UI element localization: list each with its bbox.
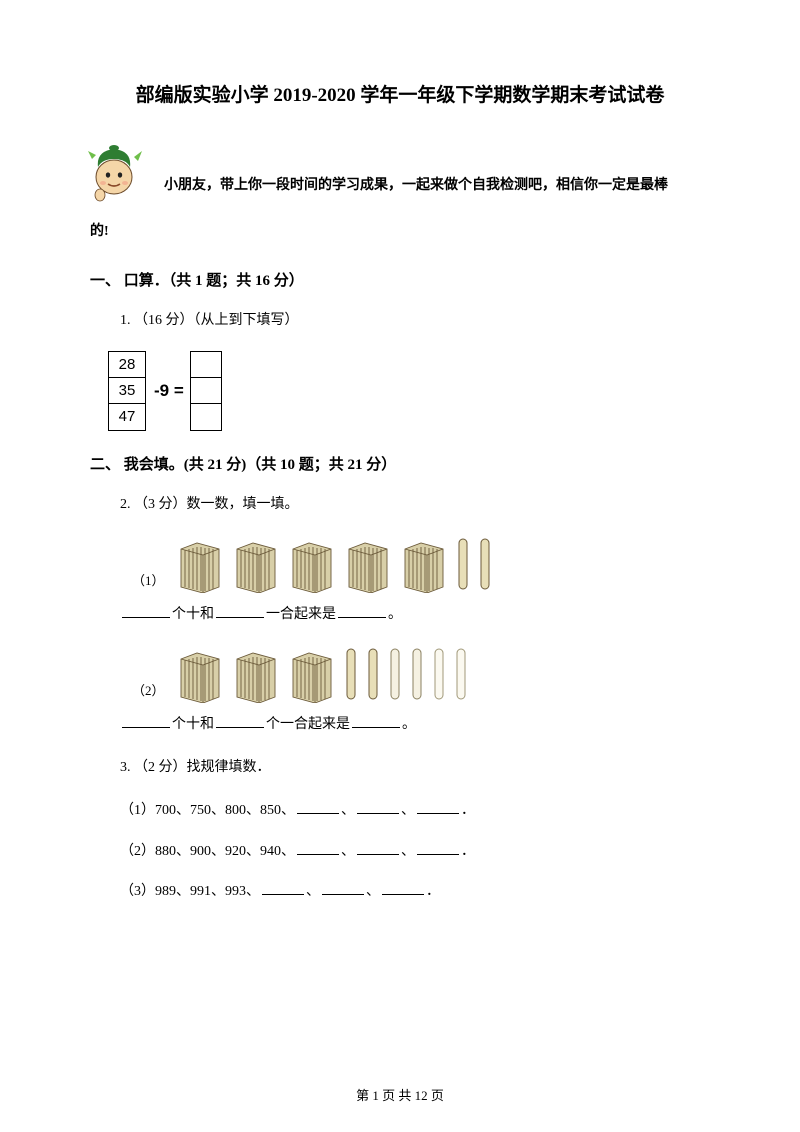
q1-left-column: 28 35 47	[108, 351, 146, 431]
fill-blank[interactable]	[297, 800, 339, 814]
stick-icon	[411, 645, 423, 703]
q3-sub3: （3）989、991、993、 、 、 ．	[120, 879, 710, 906]
stick-icon	[455, 645, 467, 703]
q2-sub1-figure: （1）	[132, 535, 710, 593]
bundle-icon	[289, 541, 335, 593]
stick-icon	[345, 645, 357, 703]
q1-blank-cell[interactable]	[191, 378, 221, 404]
mascot-icon	[86, 137, 146, 207]
stick-icon	[389, 645, 401, 703]
fill-blank[interactable]	[338, 604, 386, 618]
fill-blank[interactable]	[122, 714, 170, 728]
page-title: 部编版实验小学 2019-2020 学年一年级下学期数学期末考试试卷	[90, 80, 710, 107]
q1-operator: -9 =	[154, 381, 184, 401]
text: 、	[401, 803, 415, 818]
page-footer: 第 1 页 共 12 页	[0, 1085, 800, 1104]
stick-icon	[367, 645, 379, 703]
stick-icon	[479, 535, 491, 593]
text: 个一合起来是	[266, 717, 350, 732]
section-2-heading: 二、 我会填。(共 21 分)（共 10 题；共 21 分）	[90, 453, 710, 474]
fill-blank[interactable]	[357, 800, 399, 814]
bundle-icon	[289, 651, 335, 703]
text: 个十和	[172, 717, 214, 732]
text: 、	[341, 844, 355, 859]
q1-cell: 35	[109, 378, 145, 404]
text: 、	[401, 844, 415, 859]
q1-blank-cell[interactable]	[191, 352, 221, 378]
fill-blank[interactable]	[216, 604, 264, 618]
fill-blank[interactable]	[262, 881, 304, 895]
fill-blank[interactable]	[382, 881, 424, 895]
text: 个十和	[172, 607, 214, 622]
bundle-icon	[177, 651, 223, 703]
text: ．	[461, 803, 475, 818]
fill-blank[interactable]	[417, 800, 459, 814]
text: 、	[306, 884, 320, 899]
fill-blank[interactable]	[417, 841, 459, 855]
intro-row: 小朋友，带上你一段时间的学习成果，一起来做个自我检测吧，相信你一定是最棒	[90, 137, 710, 207]
bundle-icon	[345, 541, 391, 593]
text: 一合起来是	[266, 607, 336, 622]
q1-blank-cell[interactable]	[191, 404, 221, 430]
fill-blank[interactable]	[297, 841, 339, 855]
bundle-icon	[233, 541, 279, 593]
q1-right-column	[190, 351, 222, 431]
q1-cell: 47	[109, 404, 145, 430]
intro-text-1: 小朋友，带上你一段时间的学习成果，一起来做个自我检测吧，相信你一定是最棒	[164, 169, 668, 207]
text: （3）989、991、993、	[120, 884, 260, 899]
fill-blank[interactable]	[357, 841, 399, 855]
question-2: 2. （3 分）数一数，填一填。	[120, 492, 710, 517]
q3-sub2: （2）880、900、920、940、 、 、 ．	[120, 839, 710, 866]
stick-icon	[433, 645, 445, 703]
text: 。	[388, 607, 402, 622]
intro-text-2: 的!	[90, 215, 710, 249]
bundle-icon	[233, 651, 279, 703]
text: （2）880、900、920、940、	[120, 844, 295, 859]
fill-blank[interactable]	[122, 604, 170, 618]
text: 、	[366, 884, 380, 899]
question-1: 1. （16 分）（从上到下填写）	[120, 308, 710, 333]
q2-sub2-fill: 个十和 个一合起来是 。	[120, 713, 710, 733]
bundle-icon	[401, 541, 447, 593]
q3-sub1: （1）700、750、800、850、 、 、 ．	[120, 798, 710, 825]
section-1-heading: 一、 口算．（共 1 题；共 16 分）	[90, 269, 710, 290]
question-3: 3. （2 分）找规律填数．	[120, 755, 710, 780]
q2-sub1-fill: 个十和 一合起来是 。	[120, 603, 710, 623]
q2-sub2-figure: （2）	[132, 645, 710, 703]
fill-blank[interactable]	[216, 714, 264, 728]
q1-cell: 28	[109, 352, 145, 378]
text: 。	[402, 717, 416, 732]
q2-sub2-label: （2）	[132, 680, 165, 703]
text: （1）700、750、800、850、	[120, 803, 295, 818]
text: 、	[341, 803, 355, 818]
q2-sub1-label: （1）	[132, 570, 165, 593]
q1-boxes: 28 35 47 -9 =	[108, 351, 710, 431]
fill-blank[interactable]	[352, 714, 400, 728]
fill-blank[interactable]	[322, 881, 364, 895]
text: ．	[426, 884, 440, 899]
stick-icon	[457, 535, 469, 593]
text: ．	[461, 844, 475, 859]
bundle-icon	[177, 541, 223, 593]
